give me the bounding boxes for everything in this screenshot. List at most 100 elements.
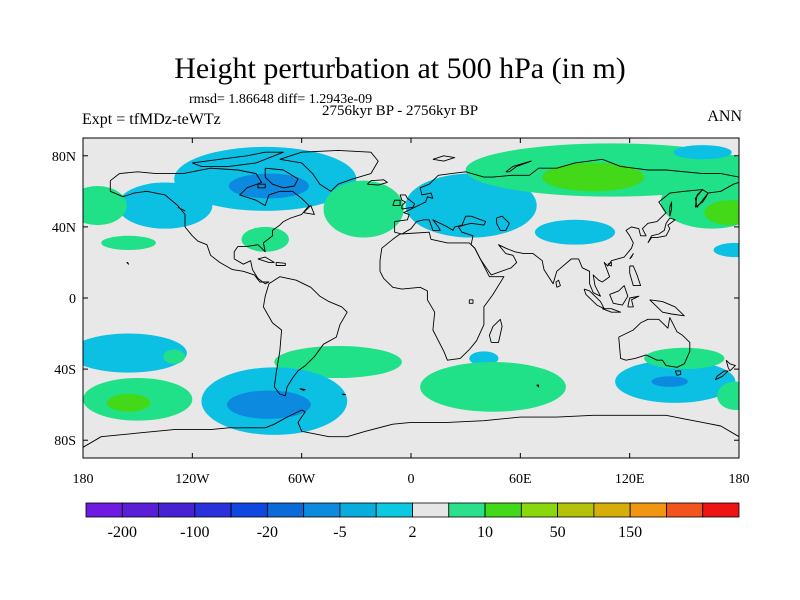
coastline-south-georgia — [341, 393, 346, 396]
coastline-north-america — [109, 167, 310, 285]
anomaly-region-pos2-16 — [163, 349, 186, 364]
colorbar-swatch — [194, 502, 232, 518]
coastline-south-america — [262, 276, 348, 397]
colorbar-swatch — [557, 502, 595, 518]
colorbar-swatch — [303, 502, 341, 518]
colorbar: -200 -100 -20 -5 2 10 50 150 — [85, 502, 740, 541]
coastline-africa — [379, 231, 505, 361]
anomaly-fields — [83, 143, 739, 435]
coastline-sri-lanka — [555, 279, 561, 288]
anomaly-region-pos10-9 — [542, 162, 645, 192]
coastline-baffin-island — [264, 167, 299, 189]
lat-tick-label: 0 — [69, 292, 76, 307]
axis-ticks: 180 120W 60W 0 60E 120E 180 80N 40N 0 40S 80S — [52, 138, 750, 487]
colorbar-swatch — [375, 502, 413, 518]
coastline-ireland — [392, 199, 401, 207]
anomaly-region-pos2-27 — [717, 381, 739, 410]
coastline-svalbard — [432, 155, 456, 162]
period-text: 2756kyr BP - 2756kyr BP — [321, 103, 479, 119]
colorbar-label: -5 — [333, 524, 346, 541]
anomaly-region-pos2-26 — [644, 347, 725, 370]
coastline-tasmania — [674, 370, 682, 376]
anomaly-region-pos2-5 — [323, 180, 404, 238]
anomaly-region-neg5-12 — [673, 145, 732, 160]
coastline-java — [602, 308, 622, 313]
coastline-great-britain — [399, 194, 416, 210]
experiment-label: Expt = tfMDz-teWTz — [82, 111, 221, 128]
colorbar-swatch — [230, 502, 268, 518]
coastline-hainan — [607, 261, 612, 267]
coastline-vancouver-island — [177, 206, 186, 212]
season-label: ANN — [707, 108, 742, 125]
coastline-caspian-sea — [496, 215, 510, 231]
colorbar-swatch — [520, 502, 559, 518]
coastline-new-guinea — [649, 299, 685, 317]
coastline-sakhalin — [669, 201, 673, 217]
colorbar-swatch — [339, 502, 377, 518]
colorbar-label: -100 — [180, 524, 209, 541]
coastline-greenland — [279, 149, 379, 192]
colorbar-label: 150 — [618, 524, 642, 541]
colorbar-label: 50 — [550, 524, 566, 541]
colorbar-label: -20 — [257, 524, 278, 541]
lon-tick-label: 60W — [288, 472, 316, 487]
coastline-falklands — [299, 388, 306, 391]
lat-tick-label: 80S — [54, 434, 76, 449]
lon-tick-label: 180 — [73, 472, 94, 487]
colorbar-swatch — [266, 502, 305, 518]
coastline-taiwan — [629, 253, 634, 260]
lat-tick-label: 40S — [54, 363, 76, 378]
coastline-lake-victoria — [468, 299, 474, 304]
anomaly-region-pos2-23 — [420, 362, 566, 412]
colorbar-swatch — [593, 502, 631, 518]
coastline-kamchatka — [694, 189, 709, 208]
lon-tick-label: 120W — [175, 472, 210, 487]
anomaly-region-neg20-1 — [228, 173, 309, 199]
anomaly-region-pos2-19 — [274, 346, 402, 378]
anomaly-region-pos10-18 — [106, 394, 151, 412]
colorbar-swatch — [121, 502, 159, 518]
lon-tick-label: 120E — [615, 472, 645, 487]
coastline-newfoundland — [303, 205, 315, 215]
coastline-hispaniola — [275, 261, 286, 266]
coastline-iceland — [366, 179, 388, 186]
coastline-canadian-archipelago — [192, 151, 284, 167]
coastline-eurasia — [394, 158, 739, 297]
coastline-novaya-zemlya — [505, 160, 532, 173]
coastline-hudson-bay-islands — [257, 183, 266, 189]
anomaly-region-pos2-4 — [241, 226, 289, 252]
colorbar-swatch — [412, 502, 450, 518]
coastline-japan — [647, 217, 676, 244]
colorbar-label: 2 — [409, 524, 417, 541]
anomaly-region-neg20-25 — [651, 376, 688, 387]
anomaly-region-neg5-14 — [713, 242, 739, 258]
anomaly-region-pos10-11 — [704, 200, 739, 226]
anomaly-region-neg5-22 — [469, 351, 499, 366]
anomaly-region-neg20-21 — [226, 390, 311, 419]
coastline-australia — [618, 317, 691, 368]
coastline-new-zealand-south — [714, 370, 729, 381]
anomaly-region-neg5-6 — [405, 173, 537, 238]
coastline-new-zealand-north — [725, 359, 736, 372]
colorbar-swatch — [158, 502, 196, 518]
anomaly-region-neg5-15 — [83, 333, 187, 373]
colorbar-swatch — [629, 502, 667, 518]
coastline-hawaii — [126, 261, 130, 265]
plot-title: Height perturbation at 500 hPa (in m) — [174, 52, 626, 85]
anomaly-region-neg5-7 — [534, 219, 616, 245]
lat-tick-label: 40N — [52, 221, 76, 236]
colorbar-swatch — [448, 502, 486, 518]
colorbar-label: 10 — [477, 524, 493, 541]
coastline-madagascar — [488, 318, 503, 343]
stats-text: rmsd= 1.86648 diff= 1.2943e-09 — [189, 92, 373, 107]
coastline-borneo — [609, 285, 629, 306]
coastline-antarctica — [83, 409, 739, 448]
lon-tick-label: 0 — [408, 472, 415, 487]
colorbar-label: -200 — [108, 524, 137, 541]
lat-tick-label: 80N — [52, 150, 76, 165]
coastline-cuba — [257, 256, 275, 263]
anomaly-region-pos2-3 — [101, 235, 156, 250]
coastline-philippines — [629, 265, 642, 287]
coastlines — [83, 149, 739, 448]
